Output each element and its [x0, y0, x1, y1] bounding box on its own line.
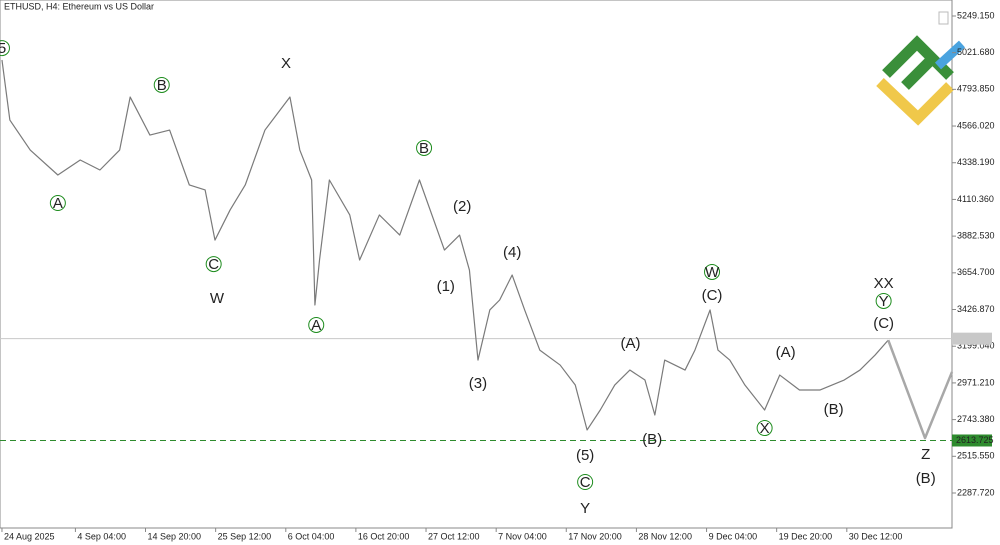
- wave-label: B: [157, 77, 167, 94]
- wave-label: (C): [873, 315, 894, 332]
- wave-label: Z: [921, 446, 930, 463]
- wave-label: (A): [776, 344, 796, 361]
- chart-title: ETHUSD, H4: Ethereum vs US Dollar: [4, 1, 154, 11]
- wave-circle: [756, 420, 773, 437]
- x-tick-label: 9 Dec 04:00: [709, 531, 758, 541]
- price-line: [1, 59, 889, 431]
- y-tick-label: 4793.850: [957, 84, 995, 94]
- y-tick-label: 4338.190: [957, 157, 995, 167]
- x-tick-label: 6 Oct 04:00: [288, 531, 335, 541]
- logo: [876, 35, 966, 126]
- wave-label: (B): [916, 470, 936, 487]
- x-tick-label: 30 Dec 12:00: [849, 531, 903, 541]
- x-tick-label: 28 Nov 12:00: [638, 531, 692, 541]
- wave-label: (4): [503, 244, 521, 261]
- wave-label: B: [419, 140, 429, 157]
- wave-label: C: [580, 474, 591, 491]
- level-label: 2613.725: [956, 435, 994, 445]
- wave-label: (A): [621, 335, 641, 352]
- y-tick-label: 5021.680: [957, 47, 995, 57]
- wave-label: (1): [437, 278, 455, 295]
- y-tick-label: 5249.150: [957, 10, 995, 20]
- wave-label: A: [311, 317, 321, 334]
- wave-circle: [416, 139, 433, 156]
- wave-label: (B): [824, 401, 844, 418]
- wave-label: C: [208, 256, 219, 273]
- x-tick-label: 4 Sep 04:00: [77, 531, 126, 541]
- wave-label: (C): [702, 287, 723, 304]
- wave-label: Y: [580, 500, 590, 517]
- x-tick-label: 14 Sep 20:00: [147, 531, 201, 541]
- price-line: [887, 339, 954, 440]
- wave-circle: [49, 195, 66, 212]
- wave-circle: [205, 256, 222, 273]
- plot-frame: [0, 0, 953, 529]
- wave-circle: [577, 473, 594, 490]
- y-tick-label: 3426.870: [957, 304, 995, 314]
- current-price-tag: [952, 332, 992, 345]
- x-tick-label: 17 Nov 20:00: [568, 531, 622, 541]
- x-tick-label: 7 Nov 04:00: [498, 531, 547, 541]
- toolbar-icon[interactable]: [938, 11, 949, 25]
- x-tick-label: 16 Oct 20:00: [358, 531, 410, 541]
- y-tick-label: 3654.700: [957, 267, 995, 277]
- level-tag: [952, 434, 992, 447]
- wave-label: (5): [576, 447, 594, 464]
- y-tick-label: 3882.530: [957, 230, 995, 240]
- wave-label: A: [53, 195, 63, 212]
- x-tick-label: 19 Dec 20:00: [779, 531, 833, 541]
- wave-circle: [308, 316, 325, 333]
- wave-label: (3): [469, 375, 487, 392]
- y-tick-label: 4566.020: [957, 120, 995, 130]
- y-tick-label: 3199.040: [957, 341, 995, 351]
- y-tick-label: 2287.720: [957, 487, 995, 497]
- wave-label: W: [705, 264, 720, 281]
- x-tick-label: 25 Sep 12:00: [218, 531, 272, 541]
- wave-label: X: [281, 55, 291, 72]
- x-tick-label: 27 Oct 12:00: [428, 531, 480, 541]
- wave-label: XX: [874, 275, 894, 292]
- x-tick-label: 24 Aug 2025: [4, 531, 55, 541]
- y-tick-label: 2971.210: [957, 377, 995, 387]
- wave-label: Y: [879, 293, 889, 310]
- wave-label: (B): [642, 431, 662, 448]
- y-tick-label: 2515.550: [957, 451, 995, 461]
- wave-label: 5: [0, 40, 6, 57]
- wave-circle: [0, 40, 10, 57]
- wave-label: W: [210, 290, 225, 307]
- wave-circle: [704, 263, 721, 280]
- y-tick-label: 2743.380: [957, 414, 995, 424]
- wave-circle: [875, 292, 892, 309]
- y-tick-label: 4110.360: [957, 194, 994, 204]
- wave-label: X: [760, 420, 770, 437]
- wave-label: (2): [453, 198, 471, 215]
- wave-circle: [153, 76, 170, 93]
